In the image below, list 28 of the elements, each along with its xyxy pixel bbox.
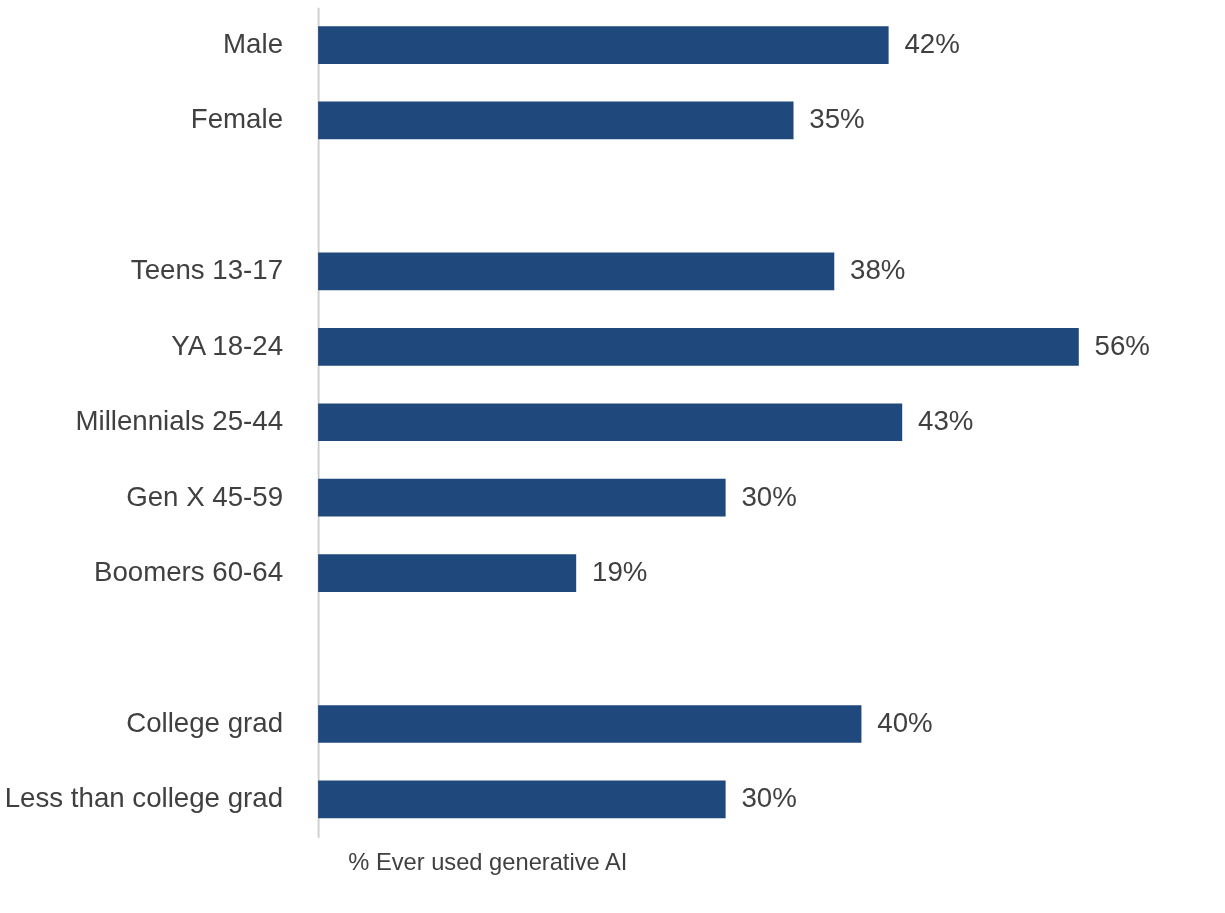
y-tick-label: Male <box>223 27 284 59</box>
y-tick-label: College grad <box>126 706 284 738</box>
y-tick-label: Teens 13-17 <box>130 254 284 286</box>
data-label: 43% <box>918 405 974 437</box>
bar <box>318 101 794 140</box>
y-tick-label: Less than college grad <box>4 782 284 814</box>
y-tick-label: Female <box>190 103 284 135</box>
bar <box>318 327 1079 366</box>
y-tick-label: YA 18-24 <box>171 329 284 361</box>
bar <box>318 478 726 517</box>
bar <box>318 26 889 64</box>
y-tick-label: Millennials 25-44 <box>75 405 284 437</box>
data-label: 19% <box>592 556 648 588</box>
data-label: 38% <box>850 254 906 286</box>
data-label: 30% <box>741 480 797 512</box>
y-tick-label: Boomers 60-64 <box>93 556 284 588</box>
bar <box>318 403 903 442</box>
data-label: 35% <box>809 103 865 135</box>
bar <box>318 780 726 819</box>
y-tick-label: Gen X 45-59 <box>126 480 284 512</box>
bar <box>318 705 862 743</box>
x-axis-title: % Ever used generative AI <box>348 849 628 876</box>
data-label: 56% <box>1094 329 1150 361</box>
data-label: 42% <box>904 27 960 59</box>
bar <box>318 252 835 291</box>
bar <box>318 554 577 592</box>
data-label: 40% <box>877 706 933 738</box>
data-label: 30% <box>741 782 797 814</box>
